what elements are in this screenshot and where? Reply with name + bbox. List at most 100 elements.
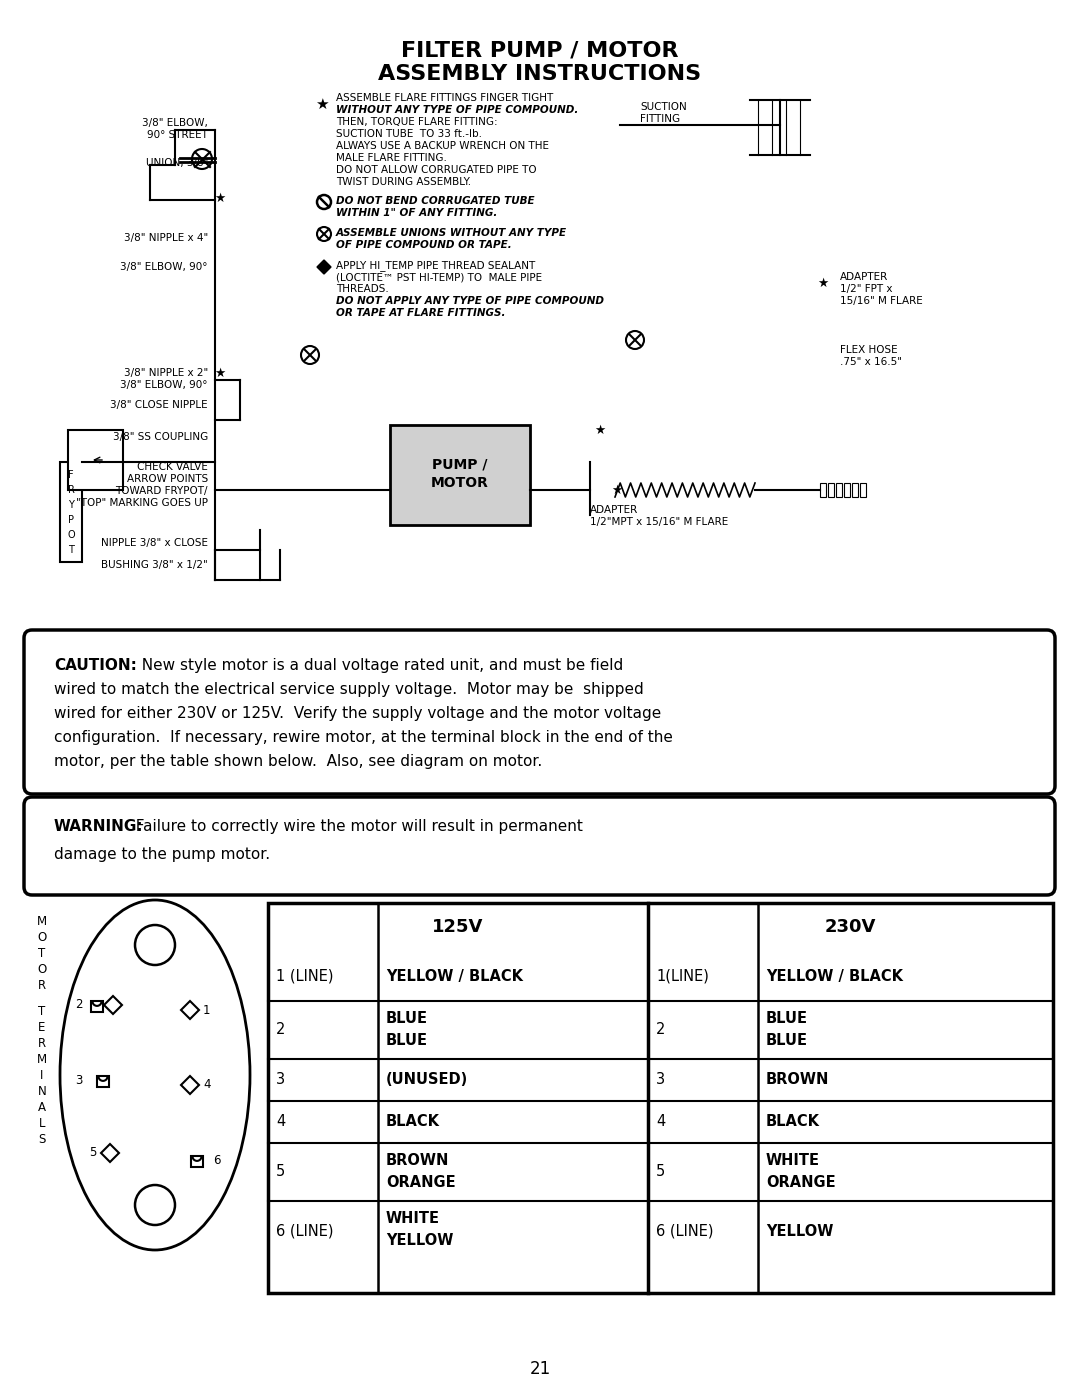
Text: WHITE: WHITE	[386, 1211, 440, 1227]
Text: M: M	[37, 915, 48, 928]
Text: 4: 4	[276, 1115, 285, 1130]
Text: T: T	[39, 947, 45, 960]
Text: SUCTION: SUCTION	[640, 102, 687, 112]
Text: OF PIPE COMPOUND OR TAPE.: OF PIPE COMPOUND OR TAPE.	[336, 240, 512, 250]
FancyBboxPatch shape	[24, 798, 1055, 895]
Text: ★: ★	[315, 96, 328, 112]
Text: ORANGE: ORANGE	[386, 1175, 456, 1190]
Text: FILTER PUMP / MOTOR: FILTER PUMP / MOTOR	[402, 41, 678, 60]
Text: APPLY HI_TEMP PIPE THREAD SEALANT: APPLY HI_TEMP PIPE THREAD SEALANT	[336, 260, 536, 271]
Text: 3: 3	[76, 1073, 83, 1087]
Text: (LOCTITE™ PST HI-TEMP) TO  MALE PIPE: (LOCTITE™ PST HI-TEMP) TO MALE PIPE	[336, 272, 542, 282]
Text: .75" x 16.5": .75" x 16.5"	[840, 358, 902, 367]
Text: 3/8" ELBOW, 90°: 3/8" ELBOW, 90°	[121, 263, 208, 272]
Text: THREADS.: THREADS.	[336, 284, 389, 293]
Text: I: I	[40, 1069, 43, 1083]
Text: 3/8" ELBOW,: 3/8" ELBOW,	[143, 117, 208, 129]
Text: PUMP /: PUMP /	[432, 458, 488, 472]
Text: OR TAPE AT FLARE FITTINGS.: OR TAPE AT FLARE FITTINGS.	[336, 307, 505, 319]
Text: T: T	[39, 1004, 45, 1018]
Polygon shape	[102, 1144, 119, 1162]
Text: ★: ★	[594, 423, 606, 436]
Text: UNION, 3/8": UNION, 3/8"	[146, 158, 208, 168]
Text: 2: 2	[656, 1023, 665, 1038]
Text: ASSEMBLY INSTRUCTIONS: ASSEMBLY INSTRUCTIONS	[378, 64, 702, 84]
Bar	[268, 902, 1053, 1294]
Bar	[828, 483, 834, 497]
Text: P: P	[68, 515, 75, 525]
Text: WITHIN 1" OF ANY FITTING.: WITHIN 1" OF ANY FITTING.	[336, 208, 498, 218]
Text: R: R	[38, 979, 46, 992]
Text: 1(LINE): 1(LINE)	[656, 968, 708, 983]
Text: 4: 4	[656, 1115, 665, 1130]
Text: ★: ★	[214, 191, 226, 204]
Text: 3/8" NIPPLE x 2": 3/8" NIPPLE x 2"	[124, 367, 208, 379]
Text: 6: 6	[213, 1154, 220, 1166]
Bar	[91, 1000, 104, 1013]
Bar	[97, 1076, 109, 1087]
Text: S: S	[38, 1133, 45, 1146]
Text: 125V: 125V	[432, 918, 484, 936]
Text: O: O	[67, 529, 75, 541]
Text: 5: 5	[656, 1165, 665, 1179]
Text: Y: Y	[68, 500, 73, 510]
Text: M: M	[37, 1053, 48, 1066]
Polygon shape	[181, 1002, 199, 1018]
Text: BROWN: BROWN	[386, 1153, 449, 1168]
Text: wired for either 230V or 125V.  Verify the supply voltage and the motor voltage: wired for either 230V or 125V. Verify th…	[54, 705, 661, 721]
Text: MOTOR: MOTOR	[431, 476, 489, 490]
Text: 5: 5	[90, 1147, 97, 1160]
Bar	[191, 1155, 203, 1168]
Circle shape	[135, 925, 175, 965]
Text: R: R	[38, 1037, 46, 1051]
Text: 3: 3	[656, 1073, 665, 1087]
Text: 6 (LINE): 6 (LINE)	[656, 1224, 714, 1239]
Text: 15/16" M FLARE: 15/16" M FLARE	[840, 296, 922, 306]
Text: 21: 21	[529, 1361, 551, 1377]
Text: BLUE: BLUE	[766, 1011, 808, 1025]
Text: ★: ★	[611, 483, 623, 496]
Text: DO NOT BEND CORRUGATED TUBE: DO NOT BEND CORRUGATED TUBE	[336, 196, 535, 205]
Text: YELLOW / BLACK: YELLOW / BLACK	[766, 968, 903, 983]
Text: FLEX HOSE: FLEX HOSE	[840, 345, 897, 355]
Text: "TOP" MARKING GOES UP: "TOP" MARKING GOES UP	[76, 497, 208, 509]
Text: 230V: 230V	[825, 918, 876, 936]
Text: 1: 1	[203, 1003, 211, 1017]
Text: O: O	[38, 963, 46, 977]
Text: 1/2"MPT x 15/16" M FLARE: 1/2"MPT x 15/16" M FLARE	[590, 517, 728, 527]
Text: 90° STREET: 90° STREET	[147, 130, 208, 140]
Text: 3/8" NIPPLE x 4": 3/8" NIPPLE x 4"	[124, 233, 208, 243]
Text: ORANGE: ORANGE	[766, 1175, 836, 1190]
Text: SUCTION TUBE  TO 33 ft.-lb.: SUCTION TUBE TO 33 ft.-lb.	[336, 129, 482, 138]
Text: F: F	[68, 469, 73, 481]
Text: 5: 5	[276, 1165, 285, 1179]
Text: DO NOT ALLOW CORRUGATED PIPE TO: DO NOT ALLOW CORRUGATED PIPE TO	[336, 165, 537, 175]
Text: ★: ★	[818, 277, 828, 289]
Bar	[860, 483, 866, 497]
Bar	[390, 425, 530, 525]
Text: 2: 2	[276, 1023, 285, 1038]
Text: ★: ★	[214, 366, 226, 380]
Text: ALWAYS USE A BACKUP WRENCH ON THE: ALWAYS USE A BACKUP WRENCH ON THE	[336, 141, 549, 151]
Ellipse shape	[60, 900, 249, 1250]
Text: YELLOW: YELLOW	[766, 1224, 834, 1239]
Text: motor, per the table shown below.  Also, see diagram on motor.: motor, per the table shown below. Also, …	[54, 754, 542, 768]
Text: WHITE: WHITE	[766, 1153, 820, 1168]
Text: damage to the pump motor.: damage to the pump motor.	[54, 847, 270, 862]
Text: THEN, TORQUE FLARE FITTING:: THEN, TORQUE FLARE FITTING:	[336, 117, 498, 127]
Text: O: O	[38, 930, 46, 944]
Text: R: R	[68, 485, 75, 495]
Circle shape	[135, 1185, 175, 1225]
Bar	[68, 430, 123, 490]
Polygon shape	[318, 260, 330, 274]
Text: 6 (LINE): 6 (LINE)	[276, 1224, 334, 1239]
Text: NIPPLE 3/8" x CLOSE: NIPPLE 3/8" x CLOSE	[102, 538, 208, 548]
Text: BROWN: BROWN	[766, 1073, 829, 1087]
Text: 3/8" SS COUPLING: 3/8" SS COUPLING	[112, 432, 208, 441]
Text: ADAPTER: ADAPTER	[840, 272, 888, 282]
Text: CHECK VALVE: CHECK VALVE	[137, 462, 208, 472]
Text: WITHOUT ANY TYPE OF PIPE COMPOUND.: WITHOUT ANY TYPE OF PIPE COMPOUND.	[336, 105, 579, 115]
Text: BUSHING 3/8" x 1/2": BUSHING 3/8" x 1/2"	[102, 560, 208, 570]
Text: TOWARD FRYPOT/: TOWARD FRYPOT/	[116, 486, 208, 496]
Bar	[820, 483, 826, 497]
